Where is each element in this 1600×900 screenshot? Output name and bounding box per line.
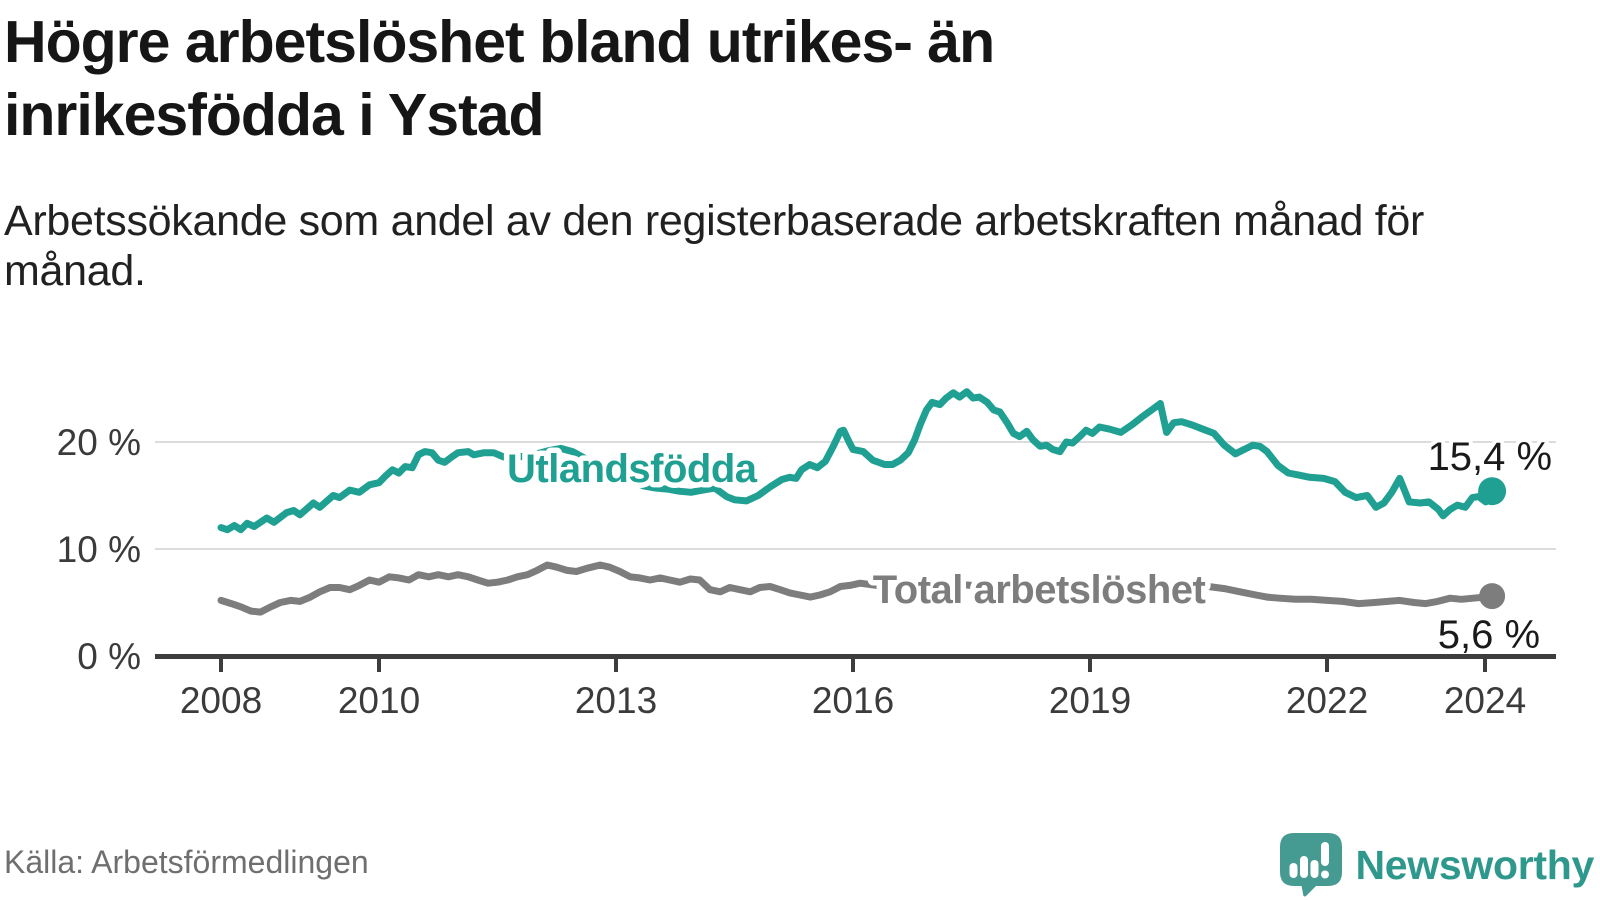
y-tick-label-20: 20 % [57, 422, 141, 463]
newsworthy-bubble-chart-icon [1279, 833, 1342, 897]
logo-wordmark: Newsworthy [1355, 841, 1595, 888]
x-tick-label-2024: 2024 [1444, 680, 1526, 721]
utlandsfodda-series-label: Utlandsfödda [507, 447, 758, 491]
utlandsfodda-end-dot [1478, 477, 1507, 506]
utlandsfodda-end-value-label: 15,4 % [1428, 435, 1553, 479]
source-note: Källa: Arbetsförmedlingen [4, 844, 369, 880]
y-tick-label-10: 10 % [57, 529, 141, 570]
chart-subtitle: Arbetssökande som andel av den registerb… [4, 197, 1425, 295]
newsworthy-logo: Newsworthy [1279, 832, 1595, 898]
logo-exclamation-dot [1320, 870, 1329, 879]
x-tick-label-2008: 2008 [180, 680, 262, 721]
page-title: Högre arbetslöshet bland utrikes- än inr… [4, 9, 995, 148]
x-tick-label-2013: 2013 [575, 680, 657, 721]
total-series-label: Total arbetslöshet [873, 568, 1206, 612]
x-tick-label-2022: 2022 [1286, 680, 1368, 721]
x-tick-label-2016: 2016 [812, 680, 894, 721]
x-tick-label-2010: 2010 [338, 680, 420, 721]
logo-bar-2 [1299, 856, 1308, 878]
total-end-value-label: 5,6 % [1438, 613, 1540, 657]
y-tick-label-0: 0 % [77, 636, 141, 677]
total-end-dot [1479, 583, 1506, 610]
x-tick-label-2019: 2019 [1049, 680, 1131, 721]
utlandsfodda-line [217, 388, 1496, 534]
total-line [217, 561, 1496, 616]
logo-bar-3 [1310, 860, 1318, 878]
logo-bar-1 [1289, 863, 1297, 878]
logo-exclamation-stem [1320, 842, 1329, 866]
